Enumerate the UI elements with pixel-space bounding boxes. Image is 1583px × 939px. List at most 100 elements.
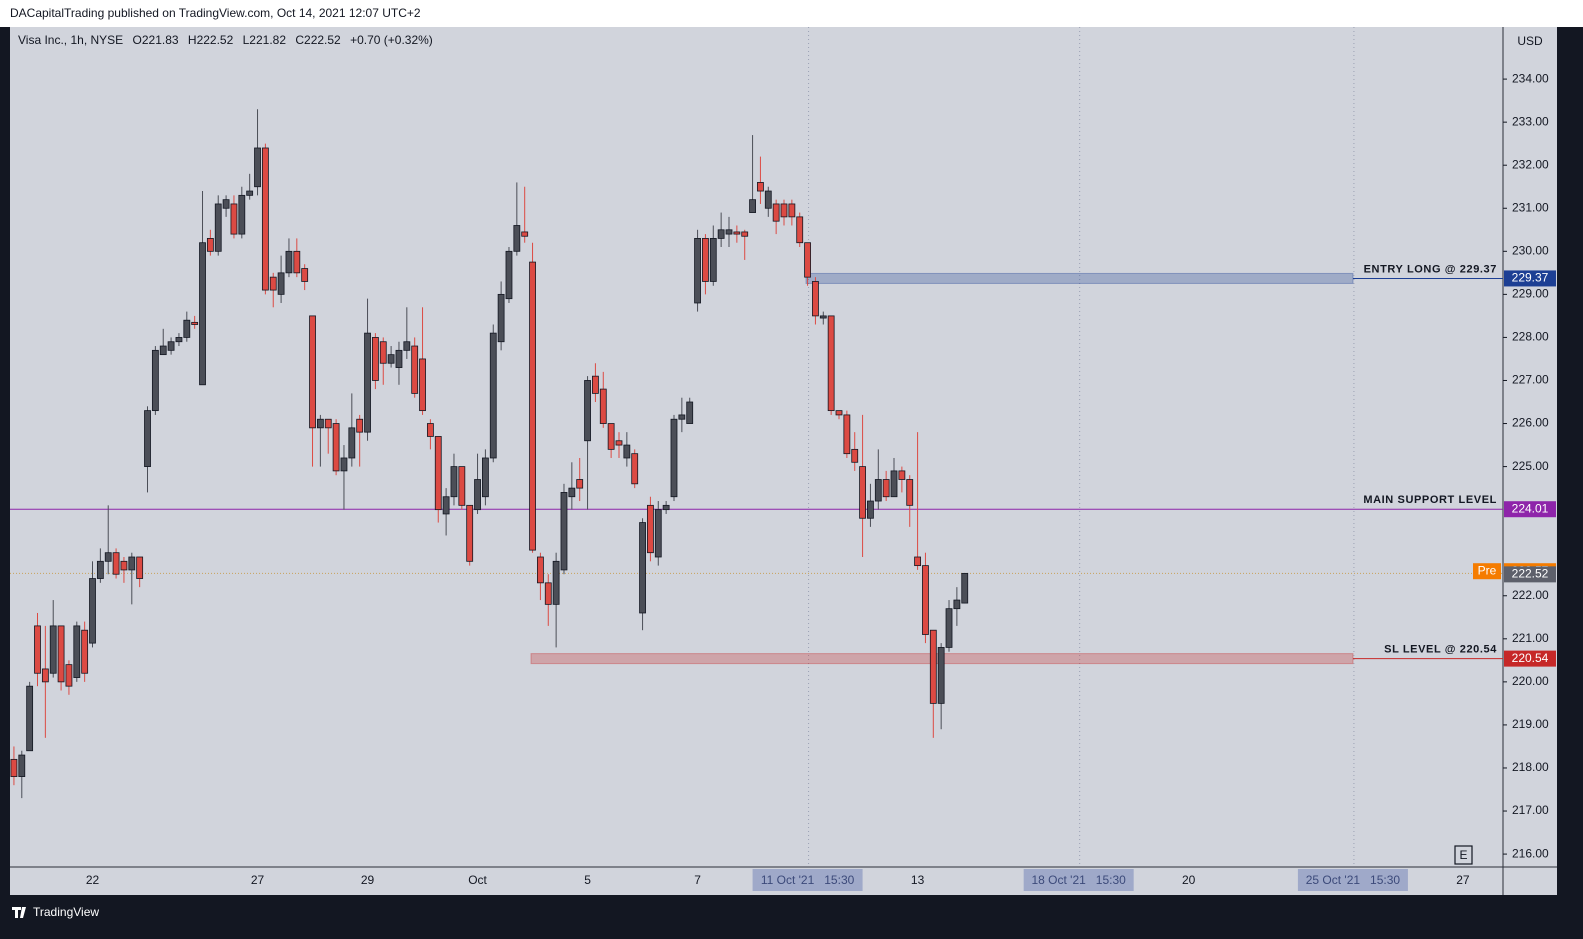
candle-body xyxy=(199,242,206,386)
candle-body xyxy=(544,582,552,605)
candle-body xyxy=(364,332,371,433)
x-tick-label: 27 xyxy=(1456,873,1470,887)
currency: USD xyxy=(1517,34,1543,48)
y-tick-label: 222.00 xyxy=(1512,588,1549,602)
candle-body xyxy=(151,349,159,412)
x-tick-label: 29 xyxy=(361,873,375,887)
candle-body xyxy=(277,272,285,295)
level-price-box xyxy=(1504,650,1556,667)
candle-body xyxy=(301,268,309,282)
candle-body xyxy=(741,231,749,237)
candle-body xyxy=(678,414,686,420)
candle-body xyxy=(238,194,246,235)
candle-body xyxy=(882,479,890,498)
legend-open: O221.83 xyxy=(133,33,179,47)
candle-body xyxy=(898,470,906,480)
x-tick-label: 22 xyxy=(86,873,100,887)
candle-body xyxy=(434,436,442,511)
candle-body xyxy=(356,418,364,433)
candle-body xyxy=(592,375,599,394)
candle-body xyxy=(906,479,914,506)
candle-body xyxy=(120,560,128,571)
legend: Visa Inc., 1h, NYSE O221.83 H222.52 L221… xyxy=(18,33,433,47)
candle-body xyxy=(796,216,804,244)
y-tick-label: 216.00 xyxy=(1512,846,1549,860)
header-bar xyxy=(0,0,1583,27)
candle-body xyxy=(827,315,835,412)
x-tick-highlight xyxy=(752,869,863,891)
x-tick-label: 18 Oct '21 15:30 xyxy=(1031,873,1126,887)
candle-body xyxy=(332,423,340,472)
candle-body xyxy=(812,281,819,317)
pre-label-box xyxy=(1473,563,1501,580)
x-tick-label: 5 xyxy=(584,873,591,887)
legend-high: H222.52 xyxy=(188,33,234,47)
candle-body xyxy=(450,466,458,498)
candle-body xyxy=(568,487,576,498)
candle-body xyxy=(379,341,387,364)
x-tick-highlight xyxy=(1297,869,1408,891)
candle-body xyxy=(136,556,144,579)
candle-body xyxy=(733,231,741,235)
y-tick-label: 218.00 xyxy=(1512,760,1549,774)
candle-body xyxy=(34,625,41,674)
candle-body xyxy=(387,354,395,364)
level-price-box xyxy=(1504,501,1556,518)
level-annotation: SL LEVEL @ 220.54 xyxy=(1384,644,1497,656)
candle-body xyxy=(167,341,175,351)
candle-body xyxy=(442,496,450,515)
level-price: 224.01 xyxy=(1512,501,1549,515)
legend-change: +0.70 (+0.32%) xyxy=(350,33,433,47)
candle-body xyxy=(788,203,796,218)
y-tick-label: 234.00 xyxy=(1512,71,1549,85)
legend-close: C222.52 xyxy=(295,33,341,47)
x-tick-label: 25 Oct '21 15:30 xyxy=(1306,873,1401,887)
candle-body xyxy=(717,229,725,239)
candle-body xyxy=(246,190,254,196)
pre-label: Pre xyxy=(1478,563,1497,577)
candle-body xyxy=(81,629,89,674)
candle-body xyxy=(529,261,536,551)
earnings-marker[interactable]: E xyxy=(1459,848,1467,862)
candle-body xyxy=(261,147,269,291)
candle-body xyxy=(537,556,544,584)
candle-body xyxy=(851,448,859,463)
candle-body xyxy=(26,685,34,752)
candle-body xyxy=(230,203,238,235)
y-tick-label: 219.00 xyxy=(1512,717,1549,731)
candle-body xyxy=(10,758,18,777)
marks: 22 27 29 Oct 5 7 11 Oct '21 15:30 13 18 Oct '21 … xyxy=(10,27,1556,891)
candle-body xyxy=(749,199,756,213)
candle-body xyxy=(403,341,411,351)
candle-body xyxy=(725,229,733,235)
legend-symbol: Visa Inc., 1h, NYSE xyxy=(18,33,123,47)
candle-body xyxy=(513,225,521,252)
level-annotation: ENTRY LONG @ 229.37 xyxy=(1364,263,1497,275)
price-axis xyxy=(1503,27,1557,895)
candle-body xyxy=(18,754,26,777)
earnings-marker-box[interactable] xyxy=(1454,845,1473,865)
x-tick-label: 11 Oct '21 15:30 xyxy=(761,873,855,887)
candle-body xyxy=(694,237,701,304)
candle-body xyxy=(804,242,811,278)
candle-body xyxy=(937,647,945,704)
candle-body xyxy=(961,572,969,604)
candle-body xyxy=(639,522,646,614)
candle-body xyxy=(458,466,466,506)
candle-body xyxy=(482,457,489,498)
candle-body xyxy=(269,276,277,291)
candle-body xyxy=(945,608,953,648)
candle-body xyxy=(890,470,898,498)
last-price-box xyxy=(1504,566,1556,583)
candle-body xyxy=(57,625,65,683)
candle-body xyxy=(953,599,961,610)
candle-body xyxy=(73,625,81,678)
candle-body xyxy=(104,552,112,562)
candle-body xyxy=(874,479,882,502)
candle-body xyxy=(819,315,827,319)
y-tick-label: 230.00 xyxy=(1512,243,1549,257)
level-price: 229.37 xyxy=(1512,271,1549,285)
candle-body xyxy=(929,629,937,704)
level-annotation: MAIN SUPPORT LEVEL xyxy=(1363,494,1497,506)
